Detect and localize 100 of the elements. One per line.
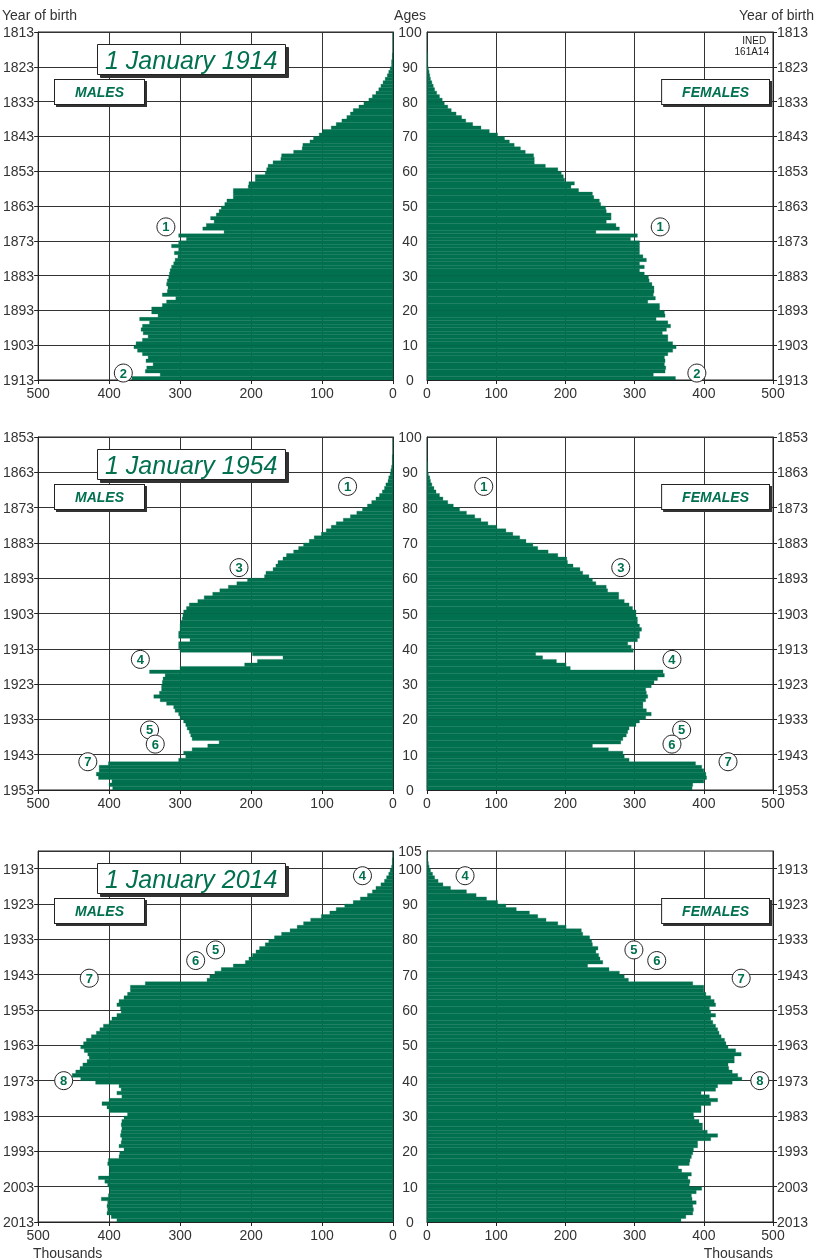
y2-tick-label: 1953 (2, 1002, 35, 1018)
y-tick-label: 60 (402, 163, 418, 180)
y-tick-label: 80 (402, 931, 418, 948)
annotation: 3 (235, 560, 243, 576)
y2-tick-label: 1913 (777, 860, 809, 877)
y2-tick-label: 1863 (2, 464, 35, 481)
y2-tick-label: 1863 (2, 198, 35, 214)
y2-tick-label: 1833 (2, 93, 35, 110)
y2-tick-label: 1893 (2, 302, 35, 319)
y-tick-label: 50 (402, 605, 418, 622)
y-tick-label: 60 (402, 570, 418, 587)
x-tick-label: 200 (239, 1227, 263, 1243)
y-tick-label: 20 (402, 711, 418, 728)
annotation: 5 (211, 942, 220, 958)
x-tick-label: 300 (622, 1227, 647, 1243)
annotation: 6 (151, 736, 159, 752)
annotation: 7 (85, 970, 93, 986)
annotation: 6 (653, 953, 661, 969)
x-axis-title: Thousands (33, 1245, 103, 1260)
y2-tick-label: 1853 (777, 429, 809, 445)
y-tick-label: 50 (402, 198, 418, 214)
y2-tick-label: 1953 (2, 782, 35, 798)
y2-tick-label: 1923 (777, 896, 809, 912)
annotation: MALES (75, 84, 125, 100)
annotation: 5 (145, 722, 154, 738)
annotation: MALES (75, 489, 125, 505)
y2-tick-label: 1873 (777, 232, 809, 249)
y2-tick-label: 1823 (2, 58, 35, 75)
y-tick-label: 105 (398, 843, 422, 859)
y2-tick-label: 1933 (2, 711, 35, 728)
y2-tick-label: 2003 (2, 1178, 35, 1195)
text: 1 January 1954 (105, 450, 278, 479)
y2-tick-label: 1863 (777, 198, 809, 214)
y2-tick-label: 1843 (777, 128, 809, 145)
y2-tick-label: 1983 (777, 1108, 809, 1124)
y2-tick-label: 1953 (777, 1002, 809, 1018)
y-tick-label: 100 (398, 860, 422, 877)
annotation: 4 (358, 868, 367, 884)
annotation: FEMALES (682, 84, 750, 100)
x-tick-label: 500 (26, 1227, 51, 1243)
text: 1 January 2014 (105, 864, 278, 893)
y-tick-label: 30 (402, 1108, 418, 1124)
x-tick-label: 0 (423, 1227, 432, 1243)
x-tick-label: 0 (423, 795, 432, 811)
annotation: 1 (162, 219, 170, 235)
y2-tick-label: 1833 (777, 93, 809, 110)
y-tick-label: 40 (402, 1072, 418, 1089)
y-axis-title: Ages (394, 7, 426, 23)
y-tick-label: 50 (402, 1037, 418, 1054)
y-tick-label: 40 (402, 640, 418, 657)
y2-tick-label: 1913 (2, 860, 35, 877)
y2-tick-label: 1943 (777, 966, 809, 983)
y2-tick-label: 1883 (2, 267, 35, 284)
annotation: 4 (668, 651, 677, 667)
annotation: 2 (693, 365, 701, 381)
x-tick-label: 400 (97, 385, 122, 401)
y-tick-label: 10 (402, 337, 418, 354)
y-tick-label: 100 (398, 24, 422, 40)
annotation: FEMALES (682, 489, 750, 505)
y2-tick-label: 1933 (2, 931, 35, 948)
y2-axis-title: Year of birth (739, 7, 814, 23)
annotation: 5 (630, 942, 638, 958)
annotation: 7 (724, 754, 732, 770)
y-tick-label: 90 (402, 58, 418, 75)
x-tick-label: 500 (26, 795, 51, 811)
y2-tick-label: 1913 (777, 640, 809, 657)
y-tick-label: 0 (406, 782, 415, 798)
x-tick-label: 300 (622, 385, 647, 401)
y2-tick-label: 1893 (777, 570, 809, 587)
x-tick-label: 500 (761, 385, 785, 401)
x-tick-label: 100 (484, 385, 509, 401)
y2-tick-label: 1933 (777, 711, 809, 728)
y2-tick-label: 1953 (777, 782, 809, 798)
x-tick-label: 100 (310, 385, 334, 401)
annotation: 8 (60, 1073, 68, 1089)
annotation: 6 (192, 953, 200, 969)
y2-tick-label: 1853 (777, 163, 809, 180)
x-tick-label: 200 (239, 385, 263, 401)
y2-tick-label: 1923 (2, 896, 35, 912)
y2-tick-label: 1903 (777, 337, 809, 354)
x-tick-label: 200 (553, 1227, 578, 1243)
y-tick-label: 20 (402, 1143, 418, 1160)
x-tick-label: 200 (239, 795, 263, 811)
y-tick-label: 90 (402, 464, 418, 481)
y2-tick-label: 1813 (777, 24, 809, 40)
y2-tick-label: 1943 (2, 966, 35, 983)
x-tick-label: 0 (423, 385, 432, 401)
y2-tick-label: 2013 (777, 1214, 809, 1230)
y2-tick-label: 1903 (2, 605, 35, 622)
x-tick-label: 500 (761, 1227, 785, 1243)
x-tick-label: 300 (168, 385, 192, 401)
annotation: MALES (75, 903, 125, 919)
y-tick-label: 30 (402, 676, 418, 693)
x-tick-label: 400 (692, 795, 716, 811)
x-tick-label: 500 (26, 385, 51, 401)
annotation: 1 (656, 219, 664, 235)
y2-tick-label: 1973 (777, 1072, 809, 1089)
text: 1 January 1914 (105, 45, 278, 74)
y2-tick-label: 2013 (2, 1214, 35, 1230)
y2-axis-title: Year of birth (2, 7, 77, 23)
